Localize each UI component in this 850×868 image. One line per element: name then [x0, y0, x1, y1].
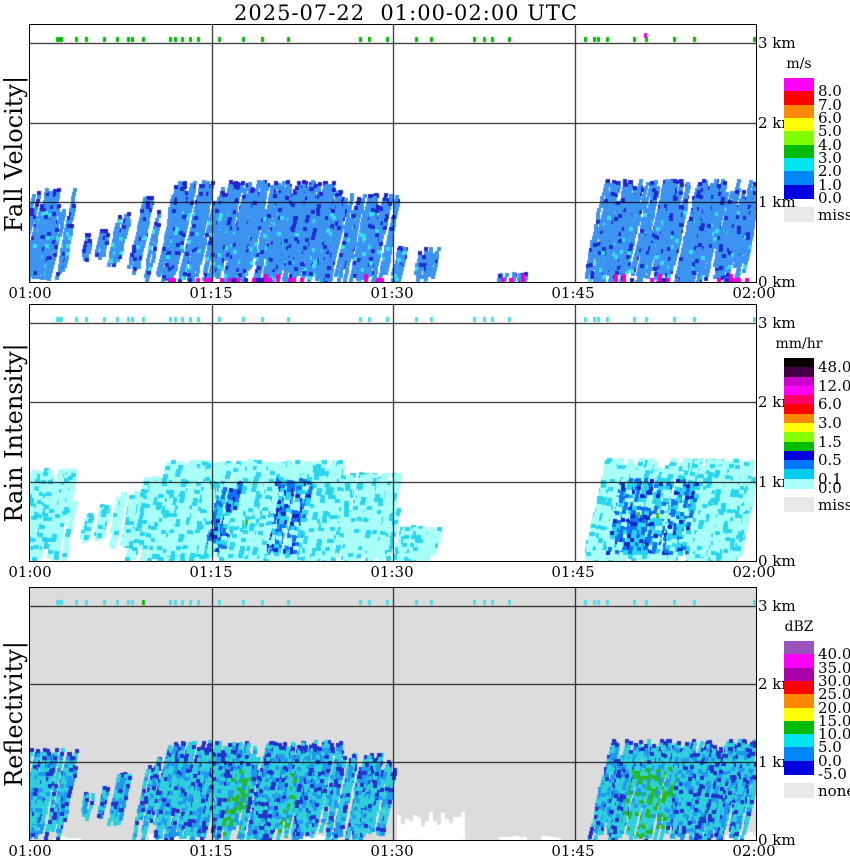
- y-tick-label: 3 km: [758, 34, 796, 52]
- colorbar-band: [784, 104, 814, 119]
- colorbar-band: [784, 158, 814, 172]
- colorbar-title: mm/hr: [775, 336, 823, 352]
- colorbar-band: [784, 641, 814, 655]
- colorbar-tick-label: 0.0: [818, 751, 842, 770]
- x-tick-label: 01:15: [189, 563, 233, 581]
- colorbar-band: [784, 441, 814, 452]
- colorbar-missing-swatch: [784, 207, 814, 222]
- x-tick-label: 01:45: [551, 284, 595, 302]
- colorbar-band: [784, 469, 814, 480]
- colorbar-title: m/s: [786, 56, 812, 72]
- colorbar-missing-swatch: [784, 497, 814, 512]
- colorbar-band: [784, 413, 814, 424]
- colorbar-tick-label: 7.0: [818, 95, 842, 114]
- colorbar-tick-label: 20.0: [818, 698, 850, 717]
- colorbar-tick-label: 12.0: [818, 376, 850, 395]
- colorbar-missing-label: miss: [818, 495, 850, 514]
- colorbar-band: [784, 760, 814, 775]
- colorbar-band: [784, 450, 814, 461]
- colorbar-band: [784, 478, 814, 489]
- colorbar-band: [784, 423, 814, 433]
- colorbar-title: dBZ: [784, 619, 814, 635]
- colorbar-band: [784, 118, 814, 132]
- colorbar-tick-label: 40.0: [818, 645, 850, 664]
- colorbar-band: [784, 460, 814, 471]
- colorbar-band: [784, 385, 814, 396]
- y-tick-label: 0 km: [758, 552, 796, 570]
- colorbar-tick-label: 0.1: [818, 469, 842, 488]
- colorbar-band: [784, 144, 814, 159]
- panel-rain-intensity-heatmap: [29, 304, 757, 562]
- x-tick-label: 01:00: [8, 842, 52, 860]
- colorbar-band: [784, 432, 814, 443]
- x-tick-label: 01:00: [8, 284, 52, 302]
- colorbar-band: [784, 667, 814, 682]
- colorbar-tick-label: 15.0: [818, 711, 850, 730]
- x-tick-label: 02:00: [732, 563, 776, 581]
- x-tick-label: 02:00: [732, 842, 776, 860]
- colorbar-band: [784, 131, 814, 146]
- colorbar-band: [784, 404, 814, 415]
- colorbar-tick-label: 0.5: [818, 451, 842, 470]
- colorbar-tick-label: 3.0: [818, 149, 842, 167]
- x-tick-label: 01:00: [8, 563, 52, 581]
- x-tick-label: 02:00: [732, 284, 776, 302]
- y-axis-label-rain-intensity: Rain Intensity|: [0, 343, 28, 523]
- colorbar-tick-label: 25.0: [818, 685, 850, 704]
- colorbar-band: [784, 358, 814, 368]
- colorbar-band: [784, 654, 814, 669]
- colorbar-tick-label: 2.0: [818, 162, 842, 181]
- colorbar-band: [784, 707, 814, 722]
- y-axis-label-reflectivity: Reflectivity|: [0, 641, 28, 787]
- colorbar-tick-label: -5.0: [818, 765, 847, 783]
- x-tick-label: 01:45: [551, 563, 595, 581]
- colorbar-tick-label: 0.0: [818, 189, 842, 207]
- colorbar-band: [784, 734, 814, 748]
- colorbar-band: [784, 747, 814, 762]
- colorbar-band: [784, 680, 814, 695]
- colorbar-missing-label: none: [818, 781, 850, 800]
- colorbar-band: [784, 395, 814, 406]
- panel-fall-velocity-heatmap: [29, 24, 757, 283]
- y-tick-label: 0 km: [758, 273, 796, 291]
- colorbar-band: [784, 171, 814, 186]
- y-axis-label-fall-velocity: Fall Velocity|: [0, 75, 28, 233]
- x-tick-label: 01:45: [551, 842, 595, 860]
- colorbar-tick-label: 4.0: [818, 135, 842, 154]
- x-tick-label: 01:15: [189, 842, 233, 860]
- colorbar-tick-label: 35.0: [818, 658, 850, 677]
- chart-title: 2025-07-22 01:00-02:00 UTC: [233, 1, 578, 25]
- y-tick-label: 3 km: [758, 314, 796, 332]
- colorbar-tick-label: 0.0: [818, 479, 842, 497]
- x-tick-label: 01:30: [370, 842, 414, 860]
- colorbar-band: [784, 184, 814, 199]
- colorbar-tick-label: 10.0: [818, 725, 850, 744]
- y-tick-label: 3 km: [758, 597, 796, 615]
- panel-reflectivity-heatmap: [29, 587, 757, 841]
- colorbar-tick-label: 3.0: [818, 414, 842, 432]
- colorbar-tick-label: 1.0: [818, 175, 842, 194]
- colorbar-tick-label: 48.0: [818, 358, 850, 377]
- colorbar-band: [784, 694, 814, 709]
- colorbar-band: [784, 376, 814, 387]
- colorbar-tick-label: 30.0: [818, 671, 850, 690]
- colorbar-missing-label: miss: [818, 205, 850, 224]
- colorbar-tick-label: 6.0: [818, 395, 842, 414]
- colorbar-tick-label: 6.0: [818, 109, 842, 127]
- colorbar-band: [784, 367, 814, 378]
- colorbar-missing-swatch: [784, 783, 814, 798]
- colorbar-tick-label: 5.0: [818, 122, 842, 141]
- y-tick-label: 0 km: [758, 831, 796, 849]
- colorbar-band: [784, 78, 814, 92]
- colorbar-band: [784, 720, 814, 735]
- x-tick-label: 01:30: [370, 284, 414, 302]
- colorbar-tick-label: 8.0: [818, 82, 842, 101]
- colorbar-band: [784, 91, 814, 106]
- colorbar-tick-label: 5.0: [818, 738, 842, 757]
- colorbar-tick-label: 1.5: [818, 432, 842, 451]
- x-tick-label: 01:30: [370, 563, 414, 581]
- x-tick-label: 01:15: [189, 284, 233, 302]
